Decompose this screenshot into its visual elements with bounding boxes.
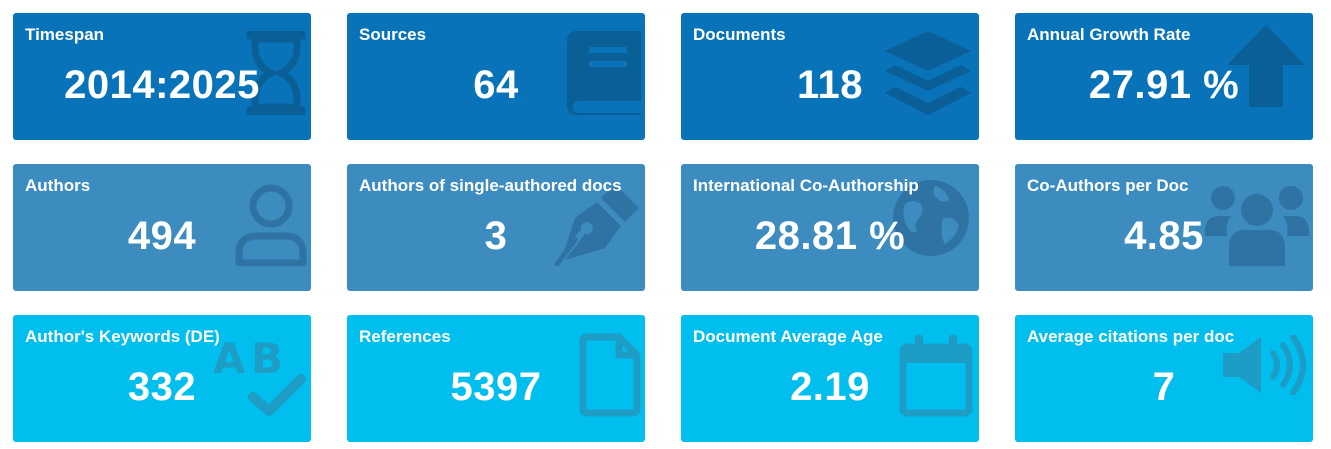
- card-title: International Co-Authorship: [693, 176, 919, 195]
- card-title: Annual Growth Rate: [1027, 25, 1191, 44]
- card-value: 27.91 %: [1088, 63, 1240, 107]
- documents-box: Documents 118: [681, 13, 979, 140]
- svg-text:B: B: [251, 334, 283, 383]
- layers-icon: [885, 31, 971, 115]
- user-icon: [235, 184, 307, 266]
- volume-icon: [1223, 335, 1307, 395]
- annual-growth-rate-box: Annual Growth Rate 27.91 %: [1015, 13, 1313, 140]
- svg-text:A: A: [213, 334, 246, 383]
- timespan-box: Timespan 2014:2025: [13, 13, 311, 140]
- card-title: Authors of single-authored docs: [359, 176, 622, 195]
- card-title: Sources: [359, 25, 427, 44]
- authors-keywords-box: A B Author's Keywords (DE) 332: [13, 315, 311, 442]
- card-value: 2.19: [790, 365, 870, 409]
- card-title: Co-Authors per Doc: [1027, 176, 1189, 195]
- average-citations-per-doc-box: Average citations per doc 7: [1015, 315, 1313, 442]
- card-value: 28.81 %: [754, 214, 906, 258]
- international-co-authorship-box: International Co-Authorship 28.81 %: [681, 164, 979, 291]
- spell-check-icon: A B: [213, 329, 309, 419]
- pen-nib-icon: [555, 184, 639, 266]
- card-title: Authors: [25, 176, 91, 195]
- card-title: Document Average Age: [693, 327, 883, 346]
- card-title: Average citations per doc: [1027, 327, 1235, 346]
- file-icon: [579, 333, 641, 417]
- hourglass-icon: [245, 31, 307, 115]
- authors-box: Authors 494: [13, 164, 311, 291]
- card-title: Timespan: [25, 25, 105, 44]
- book-icon: [567, 31, 641, 115]
- card-value: 494: [127, 214, 197, 258]
- calendar-icon: [899, 335, 973, 417]
- card-title: Author's Keywords (DE): [25, 327, 220, 346]
- card-value: 64: [473, 63, 519, 107]
- card-value: 2014:2025: [64, 63, 260, 107]
- card-value: 4.85: [1124, 214, 1204, 258]
- card-title: References: [359, 327, 451, 346]
- card-value: 3: [484, 214, 508, 258]
- single-authored-docs-box: Authors of single-authored docs 3: [347, 164, 645, 291]
- users-icon: [1205, 184, 1309, 266]
- card-value: 5397: [450, 365, 542, 409]
- arrow-up-icon: [1227, 25, 1305, 107]
- references-box: References 5397: [347, 315, 645, 442]
- card-value: 332: [127, 365, 197, 409]
- sources-box: Sources 64: [347, 13, 645, 140]
- card-value: 7: [1152, 365, 1176, 409]
- co-authors-per-doc-box: Co-Authors per Doc 4.85: [1015, 164, 1313, 291]
- globe-icon: [891, 178, 971, 258]
- card-title: Documents: [693, 25, 786, 44]
- document-average-age-box: Document Average Age 2.19: [681, 315, 979, 442]
- card-value: 118: [796, 63, 864, 107]
